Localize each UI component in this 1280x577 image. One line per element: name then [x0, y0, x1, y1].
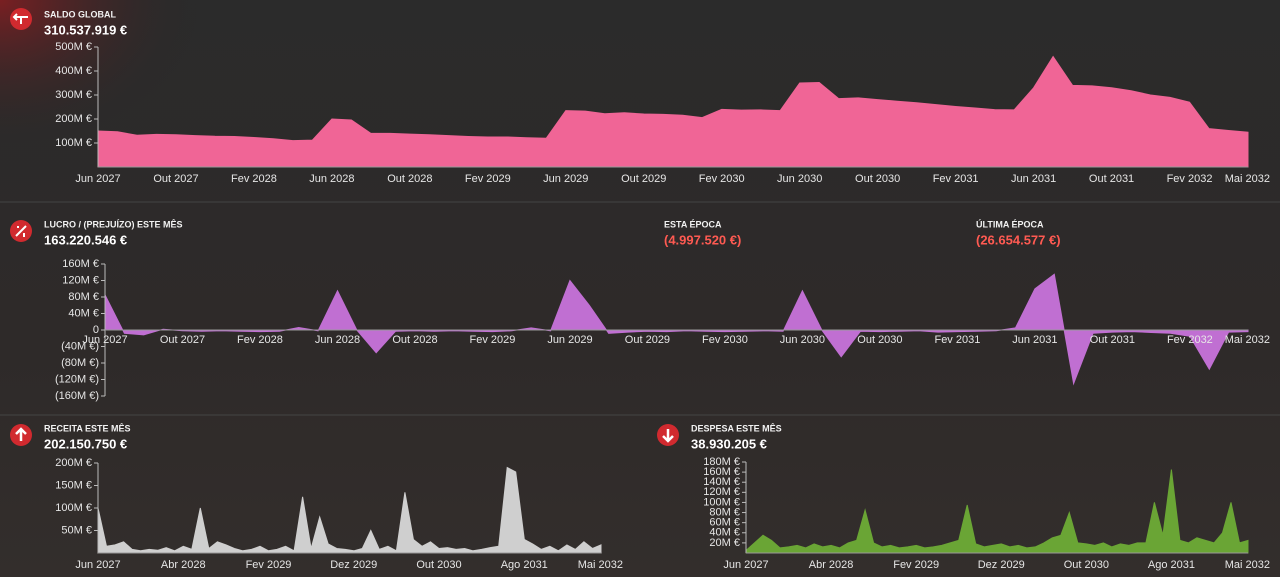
y-tick-label: 200M € [55, 457, 92, 469]
annotation-label: ESTA ÉPOCA [664, 219, 722, 229]
x-tick-label: Jun 2029 [543, 173, 588, 185]
y-tick-label: 150M € [55, 479, 92, 491]
y-tick-label: 140M € [703, 476, 740, 488]
x-tick-label: Out 2027 [160, 334, 205, 346]
x-tick-label: Fev 2031 [934, 334, 980, 346]
x-tick-label: Abr 2028 [161, 559, 206, 571]
x-tick-label: Out 2030 [416, 559, 461, 571]
y-tick-label: 60M € [709, 517, 740, 529]
area [97, 466, 602, 554]
x-tick-label: Jun 2031 [1012, 334, 1057, 346]
icon-expense [657, 424, 679, 446]
y-tick-label: 160M € [703, 466, 740, 478]
y-tick-label: 0 [93, 324, 99, 336]
chart-title: DESPESA ESTE MÊS [691, 422, 782, 433]
y-tick-label: 160M € [62, 258, 99, 270]
x-tick-label: Jun 2027 [75, 559, 120, 571]
x-tick-label: Jun 2028 [309, 173, 354, 185]
chart-value: 163.220.546 € [44, 232, 127, 247]
y-tick-label: 400M € [55, 65, 92, 77]
y-tick-label: (120M €) [55, 373, 99, 385]
x-tick-label: Fev 2029 [246, 559, 292, 571]
y-tick-label: 40M € [709, 527, 740, 539]
x-tick-label: Dez 2029 [330, 559, 377, 571]
x-tick-label: Jun 2029 [547, 334, 592, 346]
x-tick-label: Fev 2028 [231, 173, 277, 185]
x-tick-label: Mai 2032 [1225, 559, 1270, 571]
x-tick-label: Jun 2028 [315, 334, 360, 346]
icon-balance [10, 8, 32, 30]
y-tick-label: 80M € [709, 506, 740, 518]
x-tick-label: Dez 2029 [978, 559, 1025, 571]
x-tick-label: Out 2031 [1089, 173, 1134, 185]
y-tick-label: 80M € [68, 291, 99, 303]
x-tick-label: Out 2030 [857, 334, 902, 346]
area [97, 55, 1249, 168]
x-tick-label: Out 2027 [153, 173, 198, 185]
x-tick-label: Fev 2028 [237, 334, 283, 346]
chart-value: 202.150.750 € [44, 436, 127, 451]
x-tick-label: Jun 2027 [723, 559, 768, 571]
y-tick-label: 180M € [703, 456, 740, 468]
area [745, 469, 1249, 554]
chart-title: LUCRO / (PREJUÍZO) ESTE MÊS [44, 218, 183, 229]
y-tick-label: (80M €) [61, 357, 99, 369]
x-tick-label: Jun 2030 [777, 173, 822, 185]
x-tick-label: Abr 2028 [809, 559, 854, 571]
y-tick-label: 120M € [62, 274, 99, 286]
x-tick-label: Fev 2029 [465, 173, 511, 185]
y-tick-label: 200M € [55, 113, 92, 125]
y-tick-label: 40M € [68, 307, 99, 319]
y-tick-label: 120M € [703, 486, 740, 498]
annotation-label: ÚLTIMA ÉPOCA [976, 218, 1044, 229]
y-tick-label: (160M €) [55, 390, 99, 402]
x-tick-label: Out 2028 [392, 334, 437, 346]
x-tick-label: Fev 2030 [702, 334, 748, 346]
x-tick-label: Jun 2030 [780, 334, 825, 346]
icon-profit [10, 220, 32, 242]
y-tick-label: (40M €) [61, 340, 99, 352]
x-tick-label: Out 2030 [1064, 559, 1109, 571]
x-tick-label: Mai 2032 [1225, 334, 1270, 346]
chart-title: SALDO GLOBAL [44, 9, 116, 19]
x-tick-label: Ago 2031 [1148, 559, 1195, 571]
chart-title: RECEITA ESTE MÊS [44, 422, 131, 433]
x-tick-label: Out 2030 [855, 173, 900, 185]
annotation-value: (26.654.577 €) [976, 232, 1061, 247]
x-tick-label: Fev 2029 [470, 334, 516, 346]
x-tick-label: Jun 2031 [1011, 173, 1056, 185]
x-tick-label: Fev 2029 [893, 559, 939, 571]
y-tick-label: 100M € [55, 137, 92, 149]
x-tick-label: Out 2029 [625, 334, 670, 346]
x-tick-label: Fev 2032 [1167, 334, 1213, 346]
x-tick-label: Fev 2032 [1167, 173, 1213, 185]
y-tick-label: 100M € [703, 496, 740, 508]
x-tick-label: Out 2031 [1090, 334, 1135, 346]
icon-income [10, 424, 32, 446]
chart-value: 310.537.919 € [44, 22, 127, 37]
annotation-value: (4.997.520 €) [664, 232, 741, 247]
x-tick-label: Out 2028 [387, 173, 432, 185]
x-tick-label: Ago 2031 [501, 559, 548, 571]
y-tick-label: 50M € [61, 524, 92, 536]
y-tick-label: 100M € [55, 502, 92, 514]
y-tick-label: 300M € [55, 89, 92, 101]
x-tick-label: Jun 2027 [82, 334, 127, 346]
x-tick-label: Mai 2032 [1225, 173, 1270, 185]
chart-value: 38.930.205 € [691, 436, 767, 451]
x-tick-label: Fev 2030 [699, 173, 745, 185]
x-tick-label: Mai 2032 [578, 559, 623, 571]
x-tick-label: Fev 2031 [933, 173, 979, 185]
x-tick-label: Out 2029 [621, 173, 666, 185]
y-tick-label: 500M € [55, 41, 92, 53]
x-tick-label: Jun 2027 [75, 173, 120, 185]
y-tick-label: 20M € [709, 537, 740, 549]
